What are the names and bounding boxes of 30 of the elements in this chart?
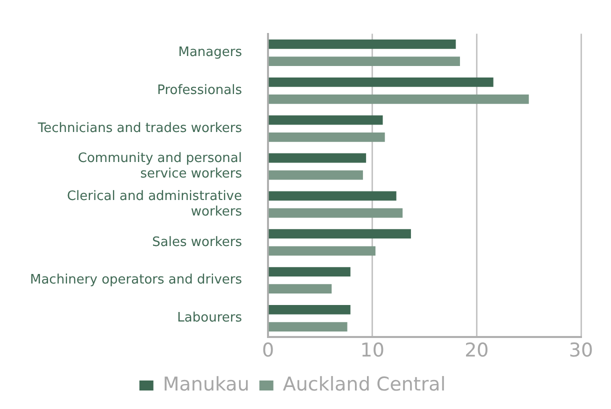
y-tick-label: Clerical and administrative workers xyxy=(66,189,242,220)
bar xyxy=(268,132,385,142)
y-tick-label: Sales workers xyxy=(152,234,242,250)
bar xyxy=(268,191,396,201)
y-tick-label: Managers xyxy=(178,45,242,60)
bar xyxy=(268,94,529,104)
bar xyxy=(268,284,332,294)
y-tick-label: Technicians and trades workers xyxy=(36,120,242,136)
legend-label: Auckland Central xyxy=(282,373,446,396)
bar xyxy=(268,153,366,163)
bar xyxy=(268,77,494,87)
bar xyxy=(268,40,456,49)
bar xyxy=(268,267,350,276)
y-tick-label: Professionals xyxy=(157,83,242,98)
y-tick-label: Machinery operators and drivers xyxy=(30,272,242,288)
bar xyxy=(268,56,460,66)
bar xyxy=(268,322,348,332)
bar xyxy=(268,305,350,314)
y-tick-label: Labourers xyxy=(177,310,242,326)
x-tick-label: 30 xyxy=(568,340,594,362)
bar xyxy=(268,246,376,256)
bar xyxy=(268,170,363,180)
x-tick-label: 10 xyxy=(360,340,384,362)
x-tick-label: 0 xyxy=(262,340,274,362)
bar xyxy=(268,229,411,239)
x-tick-label: 20 xyxy=(464,340,489,362)
bar xyxy=(268,115,383,125)
bar xyxy=(268,208,403,218)
legend-label: Manukau xyxy=(162,373,250,396)
y-tick-label: Community and personal service workers xyxy=(78,151,242,182)
